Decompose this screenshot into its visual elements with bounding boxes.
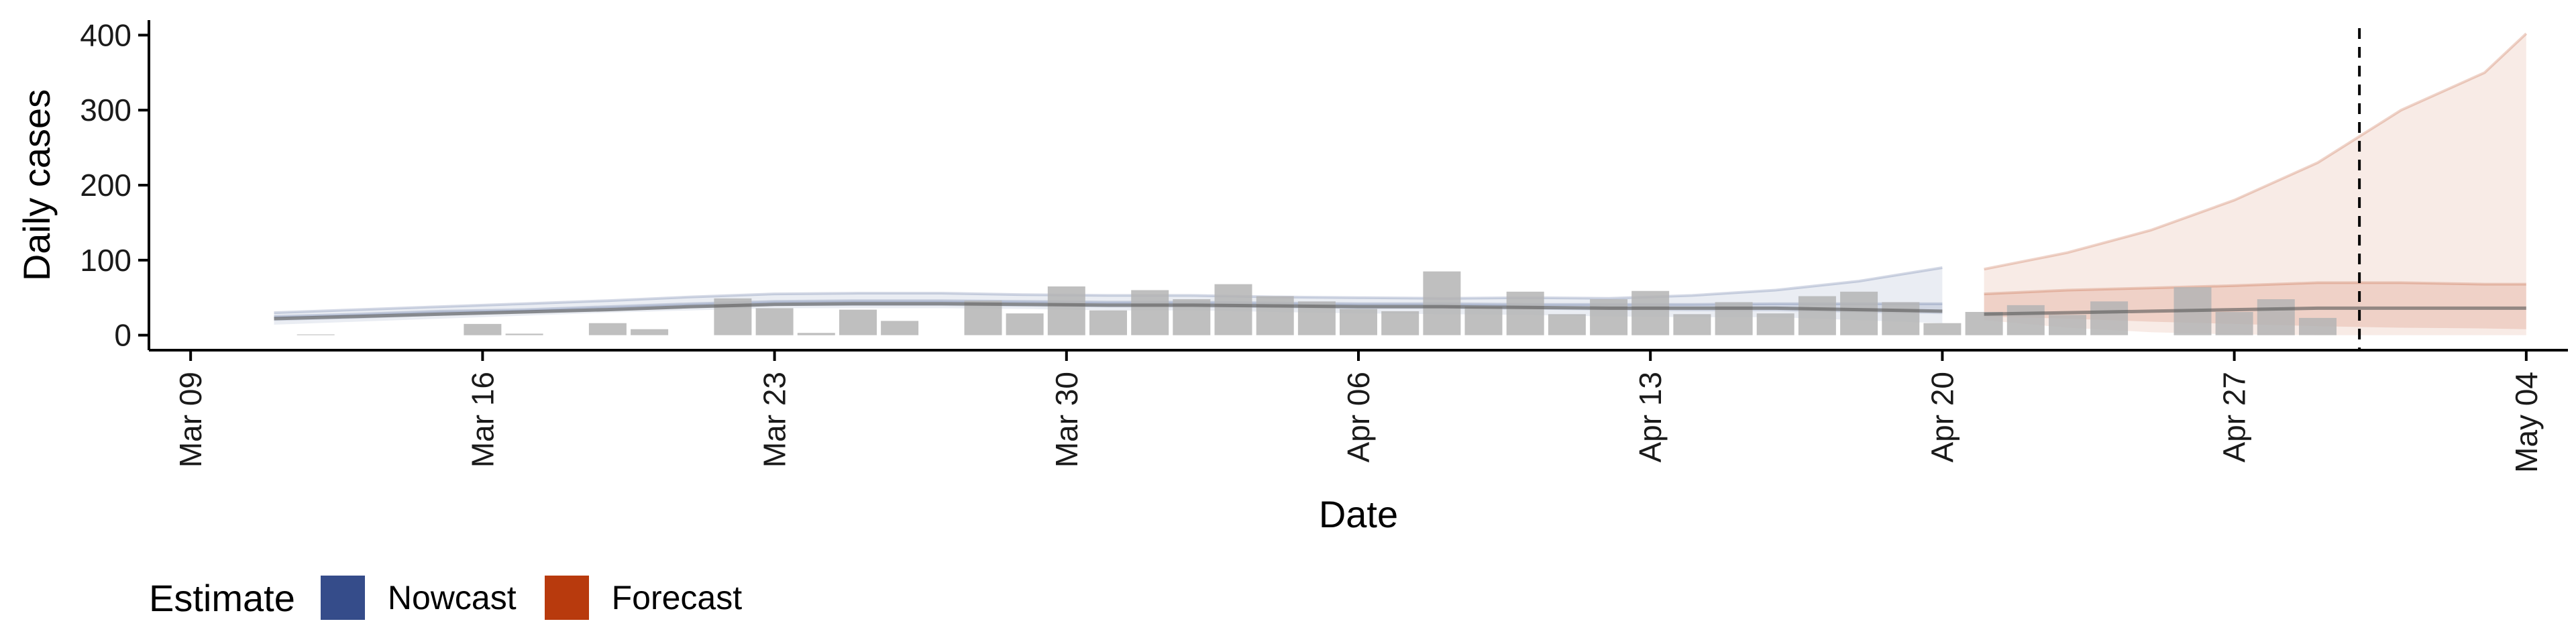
case-bar-2020-04-23 (2049, 315, 2086, 335)
x-tick-label-2020-04-06: Apr 06 (1341, 372, 1376, 463)
case-bar-2020-04-28 (2257, 299, 2295, 335)
legend-item-forecast: Forecast (544, 576, 743, 620)
case-bar-2020-03-25 (839, 309, 877, 335)
nowcast-median-line (274, 302, 1943, 321)
y-tick-label-300: 300 (80, 93, 131, 127)
forecast-band-50-upper-edge (1984, 281, 2526, 296)
daily-cases-chart: 0 100 200 300 400 Mar 09 Mar 16 Mar 23 Mar 30 Apr… (15, 17, 2568, 535)
case-bar-2020-04-14 (1673, 314, 1711, 335)
case-bar-2020-04-09 (1464, 307, 1503, 335)
x-tick-label-2020-04-20: Apr 20 (1925, 372, 1960, 463)
y-tick-label-400: 400 (80, 17, 131, 52)
case-bar-2020-04-06 (1340, 309, 1377, 335)
case-bar-2020-04-17 (1798, 296, 1836, 335)
case-bar-2020-04-27 (2215, 312, 2253, 335)
case-bar-2020-04-19 (1882, 302, 1920, 335)
case-bar-2020-04-29 (2299, 317, 2337, 335)
case-bar-2020-03-29 (1006, 313, 1044, 335)
case-bar-2020-04-20 (1923, 323, 1962, 335)
case-bar-2020-03-31 (1089, 310, 1127, 335)
legend-title: Estimate (149, 576, 295, 619)
x-tick-label-2020-04-13: Apr 13 (1633, 372, 1668, 463)
case-bar-2020-04-04 (1256, 296, 1294, 335)
case-bar-2020-03-23 (755, 308, 794, 335)
y-tick-label-200: 200 (80, 168, 131, 203)
y-tick-label-0: 0 (114, 318, 131, 353)
forecast-median-line (1984, 306, 2526, 316)
case-bar-2020-04-16 (1756, 313, 1794, 335)
case-bar-2020-04-08 (1423, 271, 1461, 335)
forecast-band-90-upper-edge (1984, 32, 2528, 271)
y-axis-title: Daily cases (15, 89, 58, 281)
case-bar-2020-04-07 (1381, 311, 1419, 335)
legend-key-nowcast (320, 576, 365, 620)
x-tick-label-2020-03-16: Mar 16 (465, 372, 500, 468)
x-tick-label-2020-04-27: Apr 27 (2217, 372, 2252, 463)
y-tick-label-100: 100 (80, 243, 131, 278)
case-bar-2020-04-03 (1214, 284, 1252, 335)
case-bar-2020-04-13 (1631, 290, 1670, 335)
legend: Estimate Nowcast Forecast (149, 576, 770, 620)
case-bar-2020-04-10 (1506, 291, 1544, 335)
median-lines (274, 302, 2526, 321)
case-bar-2020-03-17 (505, 333, 543, 335)
case-bar-2020-04-24 (2090, 301, 2129, 335)
chart-axes: 0 100 200 300 400 Mar 09 Mar 16 Mar 23 Mar 30 Apr… (80, 17, 2568, 473)
x-axis-title: Date (1319, 493, 1398, 535)
case-bar-2020-04-11 (1548, 314, 1586, 335)
case-bar-2020-03-24 (797, 333, 835, 335)
case-bar-2020-03-20 (631, 329, 669, 335)
case-bar-2020-03-26 (881, 321, 919, 335)
case-bar-2020-04-01 (1131, 290, 1169, 335)
case-bar-2020-04-18 (1840, 291, 1878, 335)
x-tick-label-2020-05-04: May 04 (2509, 372, 2544, 473)
x-tick-label-2020-03-23: Mar 23 (757, 372, 792, 468)
forecast-band-90 (1984, 34, 2526, 335)
x-tick-label-2020-03-30: Mar 30 (1049, 372, 1084, 468)
case-bar-2020-04-21 (1965, 312, 2003, 335)
x-tick-label-2020-03-09: Mar 09 (173, 372, 208, 468)
case-bar-2020-04-22 (2006, 305, 2045, 335)
legend-item-nowcast: Nowcast (320, 576, 517, 620)
case-bar-2020-03-28 (964, 301, 1002, 335)
legend-label-nowcast: Nowcast (387, 579, 517, 616)
legend-label-forecast: Forecast (611, 579, 743, 616)
legend-key-forecast (544, 576, 589, 620)
observed-case-bars (297, 271, 2337, 335)
case-bar-2020-03-30 (1047, 286, 1085, 335)
case-bar-2020-04-12 (1590, 299, 1628, 335)
case-bar-2020-03-19 (588, 323, 627, 335)
case-bar-2020-03-16 (464, 323, 502, 335)
